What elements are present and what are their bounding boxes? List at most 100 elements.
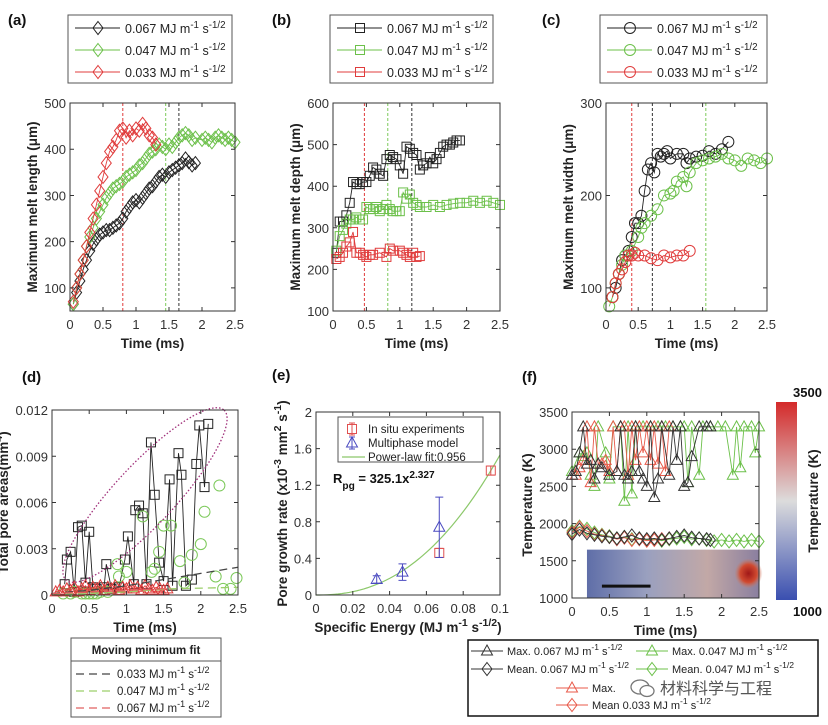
data-point (748, 445, 762, 458)
data-point (354, 179, 365, 190)
data-point (644, 453, 657, 465)
x-axis-label: Time (ms) (121, 336, 185, 351)
y-tick-label: 100 (307, 304, 329, 319)
data-point (213, 479, 226, 492)
y-tick-label: 1.2 (294, 478, 312, 493)
data-point (411, 199, 422, 210)
x-axis-label: Time (ms) (655, 336, 719, 351)
data-point (661, 145, 674, 158)
data-point (134, 500, 145, 511)
legend-label: Multiphase model (368, 438, 458, 450)
series-line (575, 426, 670, 483)
data-point (107, 139, 119, 155)
data-point (730, 532, 743, 548)
data-point (384, 243, 395, 254)
data-point (735, 159, 748, 172)
data-point (588, 479, 601, 491)
x-tick-label: 2 (198, 317, 205, 332)
data-point (481, 195, 492, 206)
data-point (404, 189, 415, 200)
data-point (194, 538, 207, 551)
y-axis-label: Temperature (K) (520, 453, 535, 556)
legend-label: Max. 0.047 MJ m-1 s-1/2 (672, 642, 788, 658)
y-tick-label: 100 (44, 281, 66, 296)
data-point (101, 559, 112, 570)
series-5 (51, 588, 164, 595)
y-tick-label: 300 (307, 221, 329, 236)
data-point (361, 177, 372, 188)
data-point (685, 419, 699, 432)
panel-c: (c) 0 0.5 1 1.5 2 2.5 100 200 300 Time (ms) Maximum… (542, 12, 776, 351)
data-point (112, 570, 125, 583)
x-tick-label: 1 (132, 317, 139, 332)
legend-marker-square-icon (355, 23, 365, 33)
series-3 (51, 566, 239, 595)
panel-b: (b) 0 0.5 1 1.5 2 2.5 100 200 300 400 500 600 Time (m… (272, 12, 509, 351)
data-point (186, 574, 197, 585)
x-axis-label: Time (ms) (634, 623, 698, 638)
data-point (645, 209, 658, 222)
data-point (90, 232, 103, 247)
legend-marker-square-icon (355, 45, 365, 55)
data-point (146, 178, 159, 194)
data-point (709, 150, 722, 163)
data-point (651, 147, 664, 160)
error-bar (435, 496, 444, 558)
data-point (103, 144, 116, 159)
data-point (120, 204, 132, 219)
data-point (368, 249, 379, 260)
data-point (599, 445, 613, 458)
data-point (664, 187, 677, 200)
legend-label: 0.033 MJ m-1 s-1/2 (125, 64, 226, 81)
data-point (488, 197, 499, 208)
data-point (217, 582, 230, 595)
panel-label: (c) (542, 12, 560, 29)
data-point (84, 225, 96, 240)
data-point (414, 251, 425, 262)
data-point (153, 137, 165, 152)
data-point (331, 245, 342, 256)
panel-label: (e) (272, 367, 290, 384)
data-point (685, 449, 699, 462)
data-point (79, 578, 92, 591)
data-point (704, 419, 717, 432)
legend-label: In situ experiments (368, 424, 465, 436)
data-point (136, 190, 149, 206)
data-point (629, 419, 642, 432)
data-point (374, 206, 385, 217)
data-point (704, 532, 717, 548)
data-point (606, 419, 620, 432)
x-axis-label: Time (ms) (113, 620, 177, 635)
data-point (84, 526, 95, 537)
data-point (87, 236, 99, 252)
legend-label: 0.067 MJ m-1 s-1/2 (387, 20, 488, 37)
data-point (156, 167, 169, 182)
y-tick-label: 0 (305, 588, 312, 603)
legend-marker-circle-icon (624, 22, 636, 34)
axes-frame (315, 411, 501, 596)
data-point (625, 231, 638, 244)
data-point (690, 157, 703, 170)
series-4 (51, 586, 239, 596)
data-point (690, 150, 703, 163)
data-point (628, 246, 641, 259)
data-point (432, 520, 446, 532)
data-point (398, 187, 409, 198)
series-0 (59, 418, 214, 597)
data-point (596, 528, 608, 544)
x-tick-label: 2.5 (229, 601, 247, 616)
data-point (701, 531, 713, 547)
legend: 0.067 MJ m-1 s-1/2 0.047 MJ m-1 s-1/2 0.03… (599, 14, 768, 84)
data-point (186, 158, 198, 173)
x-tick-label: 2 (718, 604, 725, 619)
data-point (206, 134, 218, 150)
axes-frame (69, 102, 236, 312)
panel-a: (a) 0 0.5 1 1.5 2 2.5 100 200 300 400 500 Time (ms) M… (8, 12, 244, 351)
data-point (715, 143, 728, 156)
data-point (726, 468, 740, 480)
data-point (648, 166, 661, 179)
data-point (748, 154, 761, 167)
legend-label: Max. (592, 683, 616, 695)
data-point (113, 215, 126, 231)
data-point (638, 184, 651, 197)
